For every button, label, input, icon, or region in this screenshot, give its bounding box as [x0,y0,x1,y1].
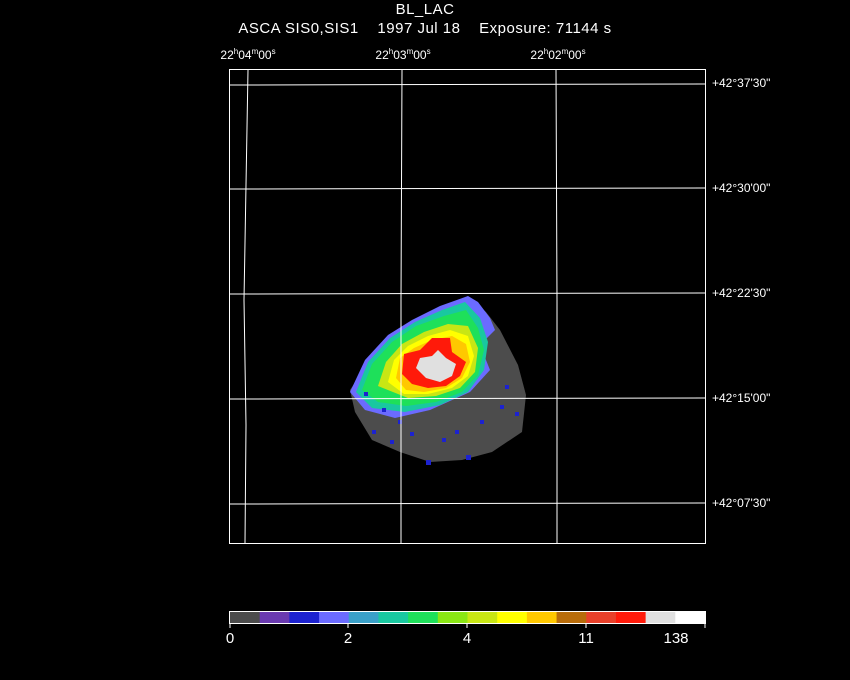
dec-tick-label: +42°37'30" [712,76,771,90]
colorbar-ticks [229,624,706,628]
colorbar-swatch [645,612,676,623]
dec-grid-line [229,397,706,400]
xray-intensity-image [350,296,526,465]
ra-grid-line [243,69,249,544]
colorbar-swatch [556,612,587,623]
colorbar-swatch [526,612,558,623]
ra-grid-line [555,69,558,543]
ra-tick-label: 22h04m00s [220,47,276,62]
colorbar-swatch [348,612,379,623]
dec-grid-line [229,83,706,86]
dec-tick-label: +42°22'30" [712,286,771,300]
colorbar-swatch [497,612,528,623]
ra-grid-line [400,69,403,543]
dec-grid-line [229,187,706,190]
image-frame [229,69,706,544]
dec-tick-label: +42°15'00" [712,391,771,405]
colorbar-swatch [467,612,498,623]
colorbar-swatch [437,612,468,623]
colorbar-swatch [230,612,261,623]
observation-info: ASCA SIS0,SIS1 1997 Jul 18 Exposure: 711… [0,20,850,37]
colorbar-frame [229,611,706,624]
colorbar-label: 4 [462,630,472,647]
colorbar-swatch [675,612,706,623]
colorbar-swatch [586,612,617,623]
colorbar-label: 0 [225,630,235,647]
image-title: BL_LAC [395,1,455,18]
colorbar-swatch [259,612,290,623]
observation-date: 1997 Jul 18 [377,20,461,37]
instrument-label: ASCA SIS0,SIS1 [238,20,359,37]
dec-tick-label: +42°07'30" [712,496,771,510]
colorbar-label: 138 [663,630,689,647]
intensity-level-8 [416,350,456,382]
colorbar-swatch [615,612,647,623]
ra-tick-label: 22h02m00s [530,47,586,62]
colorbar-swatch [289,612,320,623]
ra-tick-label: 22h03m00s [375,47,431,62]
colorbar-label: 11 [578,630,594,647]
exposure-label: Exposure: 71144 s [479,20,612,37]
colorbar-swatch [378,612,409,623]
noise-pixels [364,385,519,465]
colorbar-swatch [319,612,350,623]
coordinate-grid [229,69,706,544]
colorbar [230,612,706,623]
dec-tick-label: +42°30'00" [712,181,771,195]
colorbar-swatch [408,612,439,623]
dec-grid-line [229,502,706,505]
colorbar-label: 2 [343,630,353,647]
dec-grid-line [229,292,706,295]
